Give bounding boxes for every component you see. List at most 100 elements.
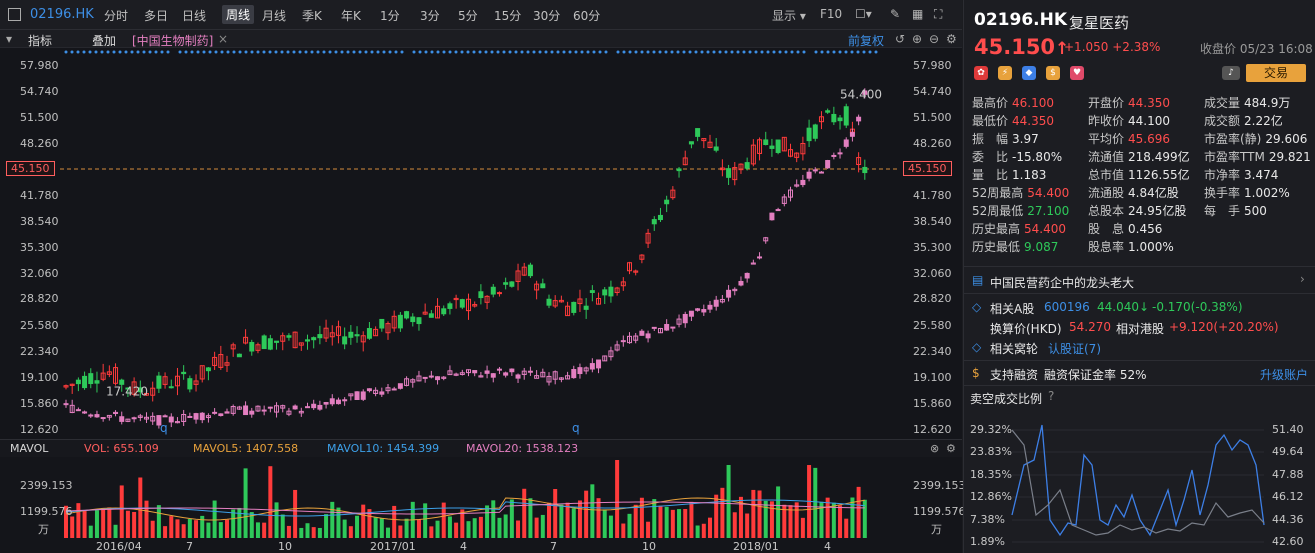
volume-bar	[163, 526, 168, 538]
event-dot	[646, 50, 650, 54]
event-dot	[874, 50, 878, 54]
candle-body	[645, 232, 651, 244]
volume-settings-icon[interactable]: ⚙	[946, 442, 956, 455]
period-12[interactable]: 60分	[573, 9, 601, 23]
sidebar-toggle-icon[interactable]	[8, 8, 21, 21]
overlay-menu[interactable]: 叠加	[92, 34, 117, 48]
period-2[interactable]: 日线	[182, 9, 207, 23]
period-3[interactable]: 周线	[222, 5, 255, 24]
volume-bar	[101, 507, 106, 538]
period-11[interactable]: 30分	[533, 9, 561, 23]
indicator-menu[interactable]: 指标	[28, 34, 53, 48]
volume-bar	[156, 505, 161, 538]
overlay-body	[837, 152, 843, 155]
event-dot	[394, 50, 398, 54]
draw-tool-icon[interactable]: ☐▾	[855, 7, 872, 21]
zoom-out-icon[interactable]: ⊖	[929, 32, 940, 46]
period-4[interactable]: 月线	[262, 9, 287, 23]
overlay-body	[695, 308, 701, 311]
volume-chart[interactable]	[0, 438, 962, 540]
settings-icon[interactable]: ⚙	[946, 32, 957, 46]
event-dot	[712, 50, 716, 54]
event-dot	[790, 50, 794, 54]
event-dot	[142, 50, 146, 54]
event-dot	[724, 50, 728, 54]
overlay-close-icon[interactable]: ×	[218, 32, 229, 46]
candle-body	[286, 335, 292, 338]
candle-body	[441, 308, 447, 315]
event-dot	[688, 50, 692, 54]
overlay-body	[664, 323, 670, 331]
dollar-icon[interactable]: $	[1046, 66, 1060, 80]
trade-button[interactable]: 交易	[1246, 64, 1306, 82]
overlay-body	[82, 411, 88, 414]
adjust-menu[interactable]: 前复权	[848, 34, 885, 48]
period-5[interactable]: 季K	[302, 9, 322, 23]
favorite-icon[interactable]: ♥	[1070, 66, 1084, 80]
related-a-code[interactable]: 600196	[1044, 300, 1090, 314]
volume-bar	[534, 517, 539, 538]
period-6[interactable]: 年K	[341, 9, 361, 23]
candle-body	[94, 380, 100, 384]
candle-body	[274, 340, 280, 343]
stat-5-1: 流通股 4.84亿股	[1088, 186, 1179, 200]
fullscreen-icon[interactable]: ⛶	[934, 7, 943, 21]
hk-flag-icon[interactable]: ✿	[974, 66, 988, 80]
alert-bell-icon[interactable]: ♪	[1222, 66, 1240, 80]
period-9[interactable]: 5分	[458, 9, 478, 23]
symbol-label[interactable]: 02196.HK	[30, 7, 94, 22]
overlay-body	[490, 373, 496, 378]
price-tick-left: 57.980	[20, 59, 59, 72]
zoom-in-icon[interactable]: ⊕	[912, 32, 923, 46]
volume-bar	[181, 524, 186, 538]
event-dot	[310, 50, 314, 54]
period-7[interactable]: 1分	[380, 9, 400, 23]
collapse-icon[interactable]: ▾	[6, 32, 13, 46]
overlay-body	[534, 375, 540, 379]
upgrade-link[interactable]: 升级账户	[1260, 368, 1309, 382]
volume-bar	[125, 510, 130, 538]
volume-close-icon[interactable]: ⊗	[930, 442, 940, 455]
volume-bar	[689, 501, 694, 538]
display-menu[interactable]: 显示 ▾	[772, 9, 806, 23]
stat-4-1: 总市值 1126.55亿	[1088, 168, 1190, 182]
overlay-body	[515, 374, 521, 379]
overlay-item[interactable]: [中国生物制药]	[132, 34, 214, 48]
candle-body	[447, 303, 453, 309]
overlay-body	[503, 372, 509, 376]
volume-bar	[491, 500, 496, 538]
help-icon[interactable]: ?	[1048, 389, 1055, 403]
volume-bar	[732, 512, 737, 538]
candle-body	[199, 365, 205, 380]
volume-bar	[218, 522, 223, 538]
candle-body	[466, 298, 471, 312]
period-1[interactable]: 多日	[144, 9, 169, 23]
period-0[interactable]: 分时	[104, 9, 129, 23]
tag-icon[interactable]: ◆	[1022, 66, 1036, 80]
volume-bar	[169, 516, 174, 538]
overlay-body	[150, 415, 156, 422]
volume-bar	[367, 509, 372, 538]
indicator-bar: ▾ 指标 叠加 [中国生物制药] × 前复权 ↺ ⊕ ⊖ ⚙	[0, 30, 962, 48]
volume-bar	[404, 518, 409, 538]
overlay-body	[651, 326, 657, 329]
candle-body	[825, 110, 831, 113]
pen-icon[interactable]: ✎	[890, 7, 901, 21]
chevron-right-icon[interactable]: ›	[1300, 272, 1305, 286]
event-dot	[760, 50, 764, 54]
event-dot	[94, 50, 98, 54]
warrant-link[interactable]: 认股证(7)	[1048, 342, 1101, 356]
f10-button[interactable]: F10	[820, 7, 843, 21]
reset-icon[interactable]: ↺	[895, 32, 906, 46]
event-dot	[100, 50, 104, 54]
period-8[interactable]: 3分	[420, 9, 440, 23]
period-10[interactable]: 15分	[494, 9, 522, 23]
candle-body	[342, 336, 348, 345]
event-dot	[136, 50, 140, 54]
event-dot	[556, 50, 560, 54]
layout-icon[interactable]: ▦	[912, 7, 924, 21]
lightning-icon[interactable]: ⚡	[998, 66, 1012, 80]
stat-0-0: 最高价 46.100	[972, 96, 1055, 110]
news-headline[interactable]: 中国民营药企中的龙头老大	[990, 276, 1135, 290]
kline-chart[interactable]: 54.400 17.420 q q	[0, 48, 962, 438]
